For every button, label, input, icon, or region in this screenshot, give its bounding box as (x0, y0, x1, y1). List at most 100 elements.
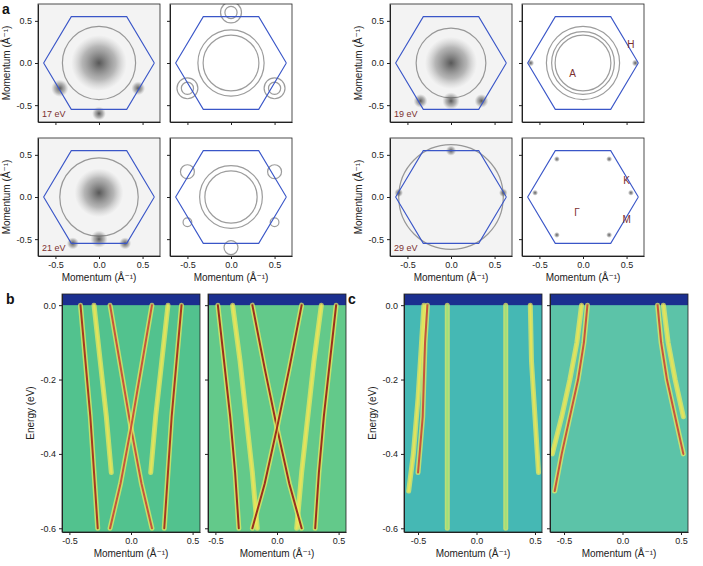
tick-mark (167, 197, 170, 198)
tick-mark (205, 528, 208, 529)
tick-mark (627, 122, 628, 125)
tick: 0.5 (187, 532, 200, 546)
tick: 0.5 (333, 532, 346, 546)
plot-background (38, 4, 160, 122)
x-axis-title: Momentum (Å⁻¹) (240, 547, 315, 559)
tick-label: 0.5 (371, 150, 384, 160)
tick-mark (55, 256, 56, 259)
tick-mark (205, 305, 208, 306)
fermi-contour (416, 28, 486, 98)
tick: -0.6 (40, 524, 62, 534)
tick-mark (275, 122, 276, 125)
brillouin-zone (528, 151, 639, 244)
plot-area (176, 151, 287, 255)
tick-label: 0.5 (137, 260, 150, 270)
plot-frame (550, 294, 688, 532)
tick-mark (167, 21, 170, 22)
point-label: A (569, 68, 576, 79)
tick (167, 21, 170, 22)
tick-label: -0.6 (40, 524, 56, 534)
tick-label: -0.5 (208, 536, 224, 546)
tick-mark (539, 122, 540, 125)
tick-mark (167, 105, 170, 106)
tick (547, 454, 550, 455)
tick-label: -0.5 (368, 235, 384, 245)
tick-mark (407, 256, 408, 259)
plot-area (528, 151, 639, 244)
plot-area (396, 17, 507, 110)
intensity-spot (51, 80, 68, 97)
tick-label: -0.5 (62, 536, 78, 546)
tick-label: 0.5 (19, 16, 32, 26)
tick: 0.0 (445, 256, 458, 270)
intensity-spot (131, 81, 145, 95)
y-axis: 0.0-0.2-0.4-0.6 (382, 295, 404, 534)
brillouin-zone (396, 17, 507, 110)
tick (519, 239, 522, 240)
axis-line (390, 139, 391, 257)
point-label: M (622, 214, 630, 225)
band-glow (555, 305, 588, 491)
tick-mark (167, 63, 170, 64)
tick: 0.0 (577, 256, 590, 270)
plot-frame (208, 294, 346, 532)
plot-area (527, 17, 639, 110)
x-axis-title: Momentum (Å⁻¹) (582, 547, 657, 559)
plot-background (62, 294, 200, 532)
band-glow (503, 305, 508, 528)
x-axis-title: Momentum (Å⁻¹) (546, 271, 621, 283)
band (446, 305, 448, 528)
tick (583, 122, 584, 125)
tick-label: 0.5 (371, 16, 384, 26)
band (658, 305, 684, 454)
tick: -0.5 (16, 235, 38, 245)
tick-mark (99, 122, 100, 125)
fermi-contour (546, 26, 619, 99)
band (110, 305, 152, 528)
tick-mark (583, 256, 584, 259)
band (233, 305, 258, 528)
axis-line (62, 295, 63, 533)
panel: -0.50.00.5Momentum (Å⁻¹) (205, 294, 347, 559)
tick-mark (623, 532, 624, 535)
y-axis-title: Momentum (Å⁻¹) (0, 160, 12, 235)
band (418, 305, 427, 472)
tick-mark (564, 532, 565, 535)
tick (275, 122, 276, 125)
tick-mark (387, 21, 390, 22)
tick-label: 0.0 (371, 192, 384, 202)
tick: 0.0 (471, 532, 484, 546)
fermi-contour (60, 158, 138, 236)
fermi-contour (62, 26, 135, 99)
y-axis-title: Momentum (Å⁻¹) (352, 26, 364, 101)
fermi-contour (198, 30, 264, 96)
figure: -0.50.00.517 eVMomentum (Å⁻¹)a-0.50.00.5… (0, 0, 703, 566)
tick (143, 122, 144, 125)
axis-line (522, 5, 523, 123)
tick-label: 0.0 (125, 536, 138, 546)
tick-mark (131, 532, 132, 535)
band-glow (94, 305, 111, 472)
tick: -0.5 (368, 235, 390, 245)
band-glow (164, 305, 181, 528)
tick-mark (519, 21, 522, 22)
tick-mark (55, 122, 56, 125)
tick-mark (539, 256, 540, 259)
tick-mark (143, 256, 144, 259)
tick-mark (495, 256, 496, 259)
x-axis-title: Momentum (Å⁻¹) (62, 271, 137, 283)
tick-mark (99, 256, 100, 259)
y-axis (167, 5, 171, 123)
plot-area (44, 151, 155, 250)
tick: 0.5 (269, 256, 282, 270)
fermi-contour (268, 82, 280, 94)
tick (519, 63, 522, 64)
x-axis: -0.5 0.0 0.5 (62, 532, 200, 546)
tick-mark (35, 63, 38, 64)
tick (167, 63, 170, 64)
intensity-spot (75, 168, 124, 217)
axis-line (38, 139, 39, 257)
band (252, 305, 301, 528)
x-axis: -0.50.00.5 (523, 256, 645, 270)
axis-line (404, 295, 405, 533)
